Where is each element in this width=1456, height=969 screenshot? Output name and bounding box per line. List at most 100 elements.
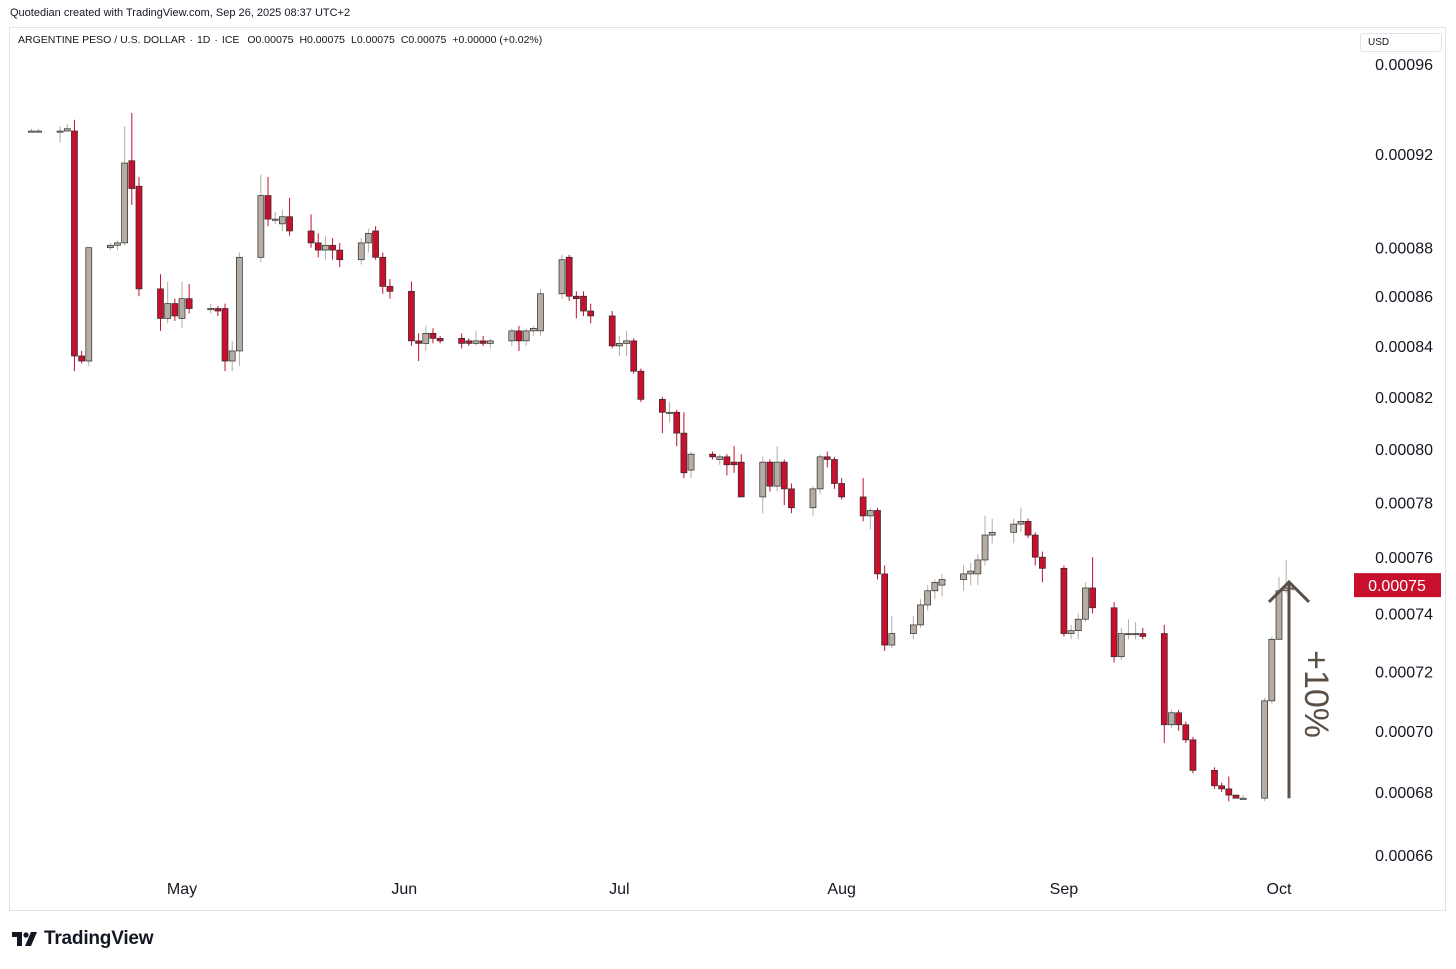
candle-body[interactable] — [221, 308, 229, 362]
candle-body[interactable] — [1031, 534, 1039, 558]
candle-body[interactable] — [329, 244, 336, 251]
candle-body[interactable] — [1182, 724, 1190, 741]
candle-body[interactable] — [1268, 638, 1276, 702]
candle-body[interactable] — [1189, 739, 1197, 771]
candle-body[interactable] — [981, 534, 989, 561]
candle-body[interactable] — [838, 483, 845, 498]
candle-body[interactable] — [888, 633, 896, 646]
candle-body[interactable] — [185, 298, 193, 309]
candle-body[interactable] — [336, 249, 344, 261]
candle-body[interactable] — [106, 244, 114, 249]
candle-body[interactable] — [271, 218, 279, 221]
candle-body[interactable] — [788, 488, 795, 509]
candle-body[interactable] — [974, 559, 982, 575]
candle-body[interactable] — [1110, 607, 1118, 658]
candle-body[interactable] — [307, 230, 315, 244]
candle-body[interactable] — [1017, 521, 1025, 525]
candle-body[interactable] — [1039, 556, 1046, 569]
candle-body[interactable] — [616, 343, 623, 347]
candle-body[interactable] — [35, 130, 42, 133]
candle-body[interactable] — [680, 432, 688, 474]
candle-body[interactable] — [874, 510, 881, 575]
candle-body[interactable] — [236, 256, 243, 352]
candle-body[interactable] — [436, 338, 444, 342]
candle-body[interactable] — [322, 244, 329, 251]
candle-body[interactable] — [537, 293, 544, 332]
candle-body[interactable] — [386, 286, 394, 292]
candle-body[interactable] — [157, 288, 164, 319]
candle-body[interactable] — [1060, 567, 1068, 634]
candle-body[interactable] — [214, 308, 222, 312]
candle-body[interactable] — [479, 340, 487, 344]
candle-body[interactable] — [121, 162, 128, 244]
candle-body[interactable] — [866, 510, 874, 517]
candle-body[interactable] — [458, 338, 465, 344]
candle-body[interactable] — [967, 570, 975, 575]
candle-body[interactable] — [1139, 633, 1147, 637]
candle-body[interactable] — [709, 453, 716, 458]
candle-body[interactable] — [78, 355, 85, 362]
candle-body[interactable] — [637, 370, 645, 400]
candle-body[interactable] — [1132, 633, 1139, 636]
candle-body[interactable] — [357, 242, 365, 261]
candle-body[interactable] — [508, 330, 516, 342]
candle-body[interactable] — [809, 488, 817, 509]
candle-body[interactable] — [766, 461, 774, 487]
candle-body[interactable] — [465, 340, 473, 344]
candle-body[interactable] — [960, 573, 967, 580]
candle-body[interactable] — [522, 330, 530, 342]
candle-body[interactable] — [623, 340, 630, 344]
candle-body[interactable] — [379, 256, 387, 287]
candle-body[interactable] — [164, 303, 172, 319]
candle-body[interactable] — [1225, 788, 1233, 796]
candle-body[interactable] — [988, 531, 996, 536]
candle-body[interactable] — [881, 573, 889, 646]
candle-body[interactable] — [264, 195, 272, 220]
candle-body[interactable] — [207, 308, 215, 311]
candle-body[interactable] — [279, 216, 286, 225]
candle-body[interactable] — [408, 290, 415, 342]
candle-body[interactable] — [372, 230, 379, 258]
candle-body[interactable] — [135, 185, 143, 290]
candle-body[interactable] — [1024, 521, 1032, 536]
candle-body[interactable] — [1232, 794, 1240, 799]
candle-body[interactable] — [422, 333, 430, 344]
candle-body[interactable] — [529, 328, 537, 332]
candle-body[interactable] — [1074, 618, 1082, 632]
candle-body[interactable] — [938, 579, 946, 586]
candle-body[interactable] — [1082, 587, 1089, 620]
symbol-name[interactable]: ARGENTINE PESO / U.S. DOLLAR — [18, 34, 186, 46]
candle-body[interactable] — [1175, 712, 1182, 726]
candle-body[interactable] — [924, 590, 932, 606]
candle-body[interactable] — [831, 459, 838, 484]
candle-body[interactable] — [1275, 590, 1283, 640]
candle-body[interactable] — [823, 456, 831, 460]
candle-body[interactable] — [572, 295, 580, 300]
candle-body[interactable] — [178, 298, 186, 319]
candle-body[interactable] — [1089, 587, 1096, 609]
candle-body[interactable] — [71, 130, 78, 357]
candle-body[interactable] — [608, 315, 616, 347]
candle-body[interactable] — [1067, 630, 1075, 634]
candle-body[interactable] — [228, 350, 236, 362]
candle-body[interactable] — [859, 496, 867, 517]
candle-body[interactable] — [171, 303, 179, 317]
candle-body[interactable] — [723, 456, 731, 466]
candle-body[interactable] — [63, 128, 71, 132]
candle-body[interactable] — [780, 461, 788, 490]
candle-body[interactable] — [1239, 797, 1247, 800]
candle-body[interactable] — [773, 461, 781, 487]
candle-body[interactable] — [737, 461, 745, 498]
candle-body[interactable] — [630, 340, 638, 372]
candle-body[interactable] — [759, 461, 767, 498]
candle-body[interactable] — [1010, 523, 1018, 533]
candle-body[interactable] — [286, 216, 293, 232]
candle-body[interactable] — [687, 453, 695, 471]
candle-body[interactable] — [673, 411, 681, 434]
candle-body[interactable] — [1261, 700, 1269, 799]
candle-body[interactable] — [666, 411, 673, 414]
candle-body[interactable] — [917, 604, 924, 626]
candle-body[interactable] — [580, 295, 587, 312]
candle-body[interactable] — [1160, 633, 1168, 726]
